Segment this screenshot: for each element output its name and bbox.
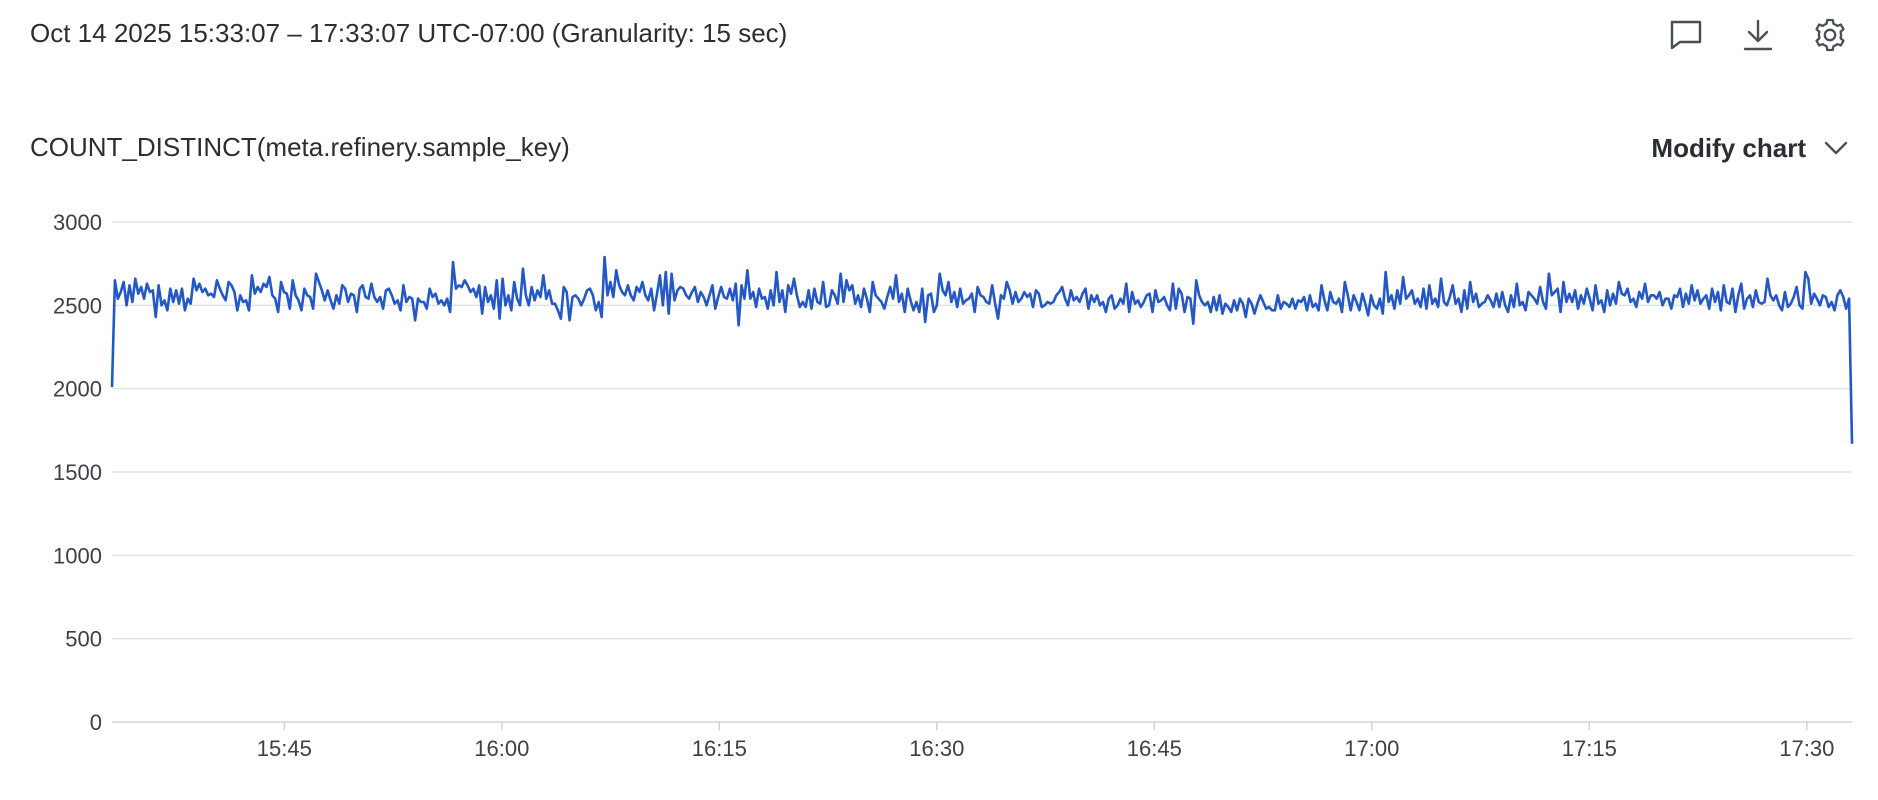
y-tick-label: 2500	[53, 293, 102, 318]
x-tick-label: 17:15	[1562, 736, 1617, 761]
x-tick-label: 15:45	[257, 736, 312, 761]
x-tick-label: 17:00	[1344, 736, 1399, 761]
settings-button[interactable]	[1812, 17, 1848, 53]
x-tick-label: 17:30	[1779, 736, 1834, 761]
x-tick-label: 16:30	[909, 736, 964, 761]
y-axis-ticks: 0 500 1000 1500 2000 2500 3000	[53, 210, 102, 735]
download-icon	[1743, 19, 1773, 51]
y-tick-label: 0	[90, 710, 102, 735]
x-tick-label: 16:15	[692, 736, 747, 761]
chart-title-row: COUNT_DISTINCT(meta.refinery.sample_key)…	[30, 128, 1848, 168]
settings-gear-icon	[1815, 18, 1845, 52]
comment-button[interactable]	[1668, 17, 1704, 53]
time-range-label: Oct 14 2025 15:33:07 – 17:33:07 UTC-07:0…	[30, 18, 788, 48]
line-chart[interactable]: 0 500 1000 1500 2000 2500 3000 15:45 16:00 16:15…	[0, 190, 1878, 770]
x-tick-label: 16:00	[474, 736, 529, 761]
chevron-down-icon	[1824, 141, 1848, 155]
modify-chart-button[interactable]: Modify chart	[1651, 128, 1848, 168]
x-axis-ticks: 15:45 16:00 16:15 16:30 16:45 17:00 17:15 17:30	[257, 722, 1834, 761]
modify-chart-label: Modify chart	[1651, 132, 1806, 163]
x-tick-label: 16:45	[1127, 736, 1182, 761]
series-layer	[110, 255, 1854, 444]
y-tick-label: 500	[65, 627, 102, 652]
series-line-0[interactable]	[110, 255, 1854, 444]
toolbar	[1668, 14, 1848, 56]
y-tick-label: 1000	[53, 543, 102, 568]
y-tick-label: 2000	[53, 377, 102, 402]
chart-title: COUNT_DISTINCT(meta.refinery.sample_key)	[30, 132, 570, 162]
chart-header-bar: Oct 14 2025 15:33:07 – 17:33:07 UTC-07:0…	[30, 14, 1848, 56]
y-tick-label: 1500	[53, 460, 102, 485]
download-button[interactable]	[1740, 17, 1776, 53]
comment-icon	[1670, 20, 1702, 50]
y-tick-label: 3000	[53, 210, 102, 235]
